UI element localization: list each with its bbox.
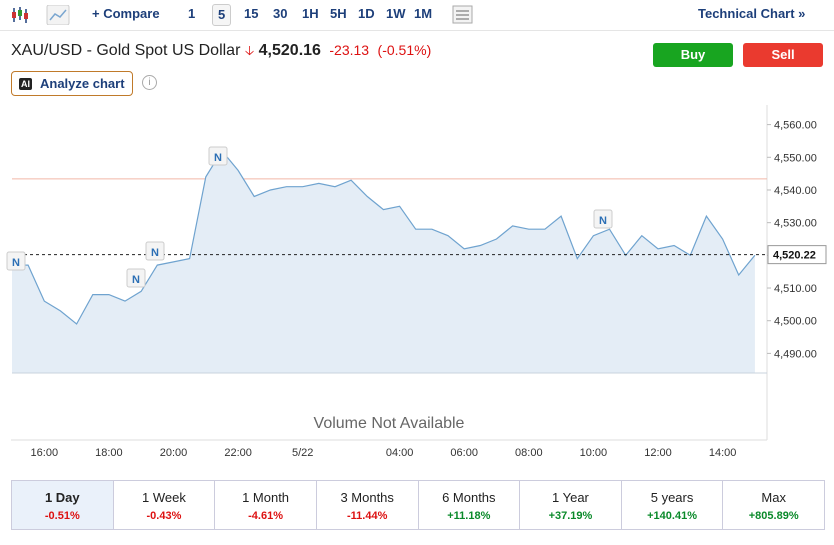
performance-cell[interactable]: 6 Months +11.18% (419, 481, 521, 529)
news-marker: N (12, 257, 20, 269)
info-icon[interactable]: i (142, 75, 157, 90)
performance-cell[interactable]: 5 years +140.41% (622, 481, 724, 529)
news-marker-box[interactable] (6, 251, 26, 271)
buy-button[interactable]: Buy (653, 43, 733, 67)
y-tick-label: 4,500.00 (774, 316, 817, 328)
news-marker: N (132, 274, 140, 286)
current-price-label: 4,520.22 (773, 250, 816, 262)
change: +11.18% (447, 510, 491, 522)
period: 5 years (650, 490, 694, 505)
down-arrow: 🡣 (244, 43, 255, 58)
volume-note: Volume Not Available (314, 415, 465, 432)
change: +805.89% (748, 510, 799, 522)
timeframe[interactable]: 5 (212, 4, 232, 26)
x-tick-label: 5/22 (292, 447, 313, 459)
news-marker-box[interactable] (208, 146, 228, 166)
timeframe[interactable]: 30 (273, 6, 288, 21)
instrument: XAU/USD - Gold Spot US Dollar (11, 42, 241, 59)
x-tick-label: 06:00 (450, 447, 478, 459)
x-tick-label: 22:00 (224, 447, 252, 459)
sell-button[interactable]: Sell (743, 43, 823, 67)
performance-cell[interactable]: 1 Month -4.61% (215, 481, 317, 529)
analyze-button[interactable]: AI Analyze chart (11, 71, 133, 96)
x-tick-label: 18:00 (95, 447, 123, 459)
compare-label: Compare (103, 6, 160, 21)
change: -23.13 (329, 42, 370, 58)
timeframe[interactable]: 1D (358, 6, 375, 21)
divider (0, 30, 834, 31)
area-fill (12, 150, 755, 373)
x-tick-label: 04:00 (386, 447, 414, 459)
period: 1 Year (552, 490, 589, 505)
change-percent: (-0.51%) (377, 42, 432, 58)
layout-icon[interactable] (452, 5, 474, 25)
price: 4,520.16 (258, 42, 321, 59)
x-tick-label: 20:00 (160, 447, 188, 459)
timeframe[interactable]: 5H (330, 6, 347, 21)
technical-chart-link[interactable]: Technical Chart » (698, 6, 806, 21)
y-tick-label: 4,550.00 (774, 152, 817, 164)
y-tick-label: 4,560.00 (774, 120, 817, 132)
y-tick-label: 4,510.00 (774, 283, 817, 295)
chart: Investing.com4,490.004,500.004,510.004,5… (6, 105, 827, 459)
news-marker-box[interactable] (593, 209, 613, 229)
timeframe[interactable]: 1H (302, 6, 319, 21)
performance-cell[interactable]: 1 Week -0.43% (114, 481, 216, 529)
ai-badge: AI (19, 77, 32, 90)
analyze-label: Analyze chart (40, 76, 125, 91)
quote-header: XAU/USD - Gold Spot US Dollar 🡣 4,520.16… (11, 42, 431, 64)
y-tick-label: 4,540.00 (774, 185, 817, 197)
compare-button[interactable]: + Compare (92, 6, 160, 21)
performance-cell[interactable]: Max +805.89% (723, 481, 824, 529)
x-tick-label: 14:00 (709, 447, 737, 459)
current-price-box (767, 245, 827, 265)
y-tick-label: 4,490.00 (774, 348, 817, 360)
period: 6 Months (442, 490, 496, 505)
timeframe[interactable]: 15 (244, 6, 259, 21)
toolbar-icons[interactable] (10, 5, 80, 25)
performance-cell[interactable]: 1 Day -0.51% (12, 481, 114, 529)
change: -11.44% (347, 510, 388, 522)
timeframe[interactable]: 1W (386, 6, 406, 21)
y-tick-label: 4,530.00 (774, 218, 817, 230)
performance-cell[interactable]: 1 Year +37.19% (520, 481, 622, 529)
performance-cell[interactable]: 3 Months -11.44% (317, 481, 419, 529)
x-tick-label: 10:00 (580, 447, 608, 459)
news-marker: N (214, 152, 222, 164)
performance-table: 1 Day -0.51% 1 Week -0.43% 1 Month -4.61% 3 Mo… (11, 480, 825, 530)
x-tick-label: 16:00 (31, 447, 59, 459)
x-tick-label: 12:00 (644, 447, 672, 459)
change: +37.19% (548, 510, 593, 522)
timeframe[interactable]: 1 (188, 6, 196, 21)
news-marker-box[interactable] (145, 241, 165, 261)
change: -0.51% (44, 510, 80, 522)
period: 1 Week (142, 490, 186, 505)
change: +140.41% (647, 510, 697, 522)
period: 1 Day (44, 490, 80, 505)
news-marker: N (151, 247, 159, 259)
period: 1 Month (242, 490, 290, 505)
news-marker-box[interactable] (126, 268, 146, 288)
period: Max (761, 490, 786, 505)
change: -4.61% (248, 510, 283, 522)
x-tick-label: 08:00 (515, 447, 543, 459)
price-line (12, 149, 756, 325)
change: -0.43% (146, 510, 182, 522)
timeframe[interactable]: 1M (414, 6, 433, 21)
period: 3 Months (340, 490, 394, 505)
news-marker: N (599, 215, 607, 227)
